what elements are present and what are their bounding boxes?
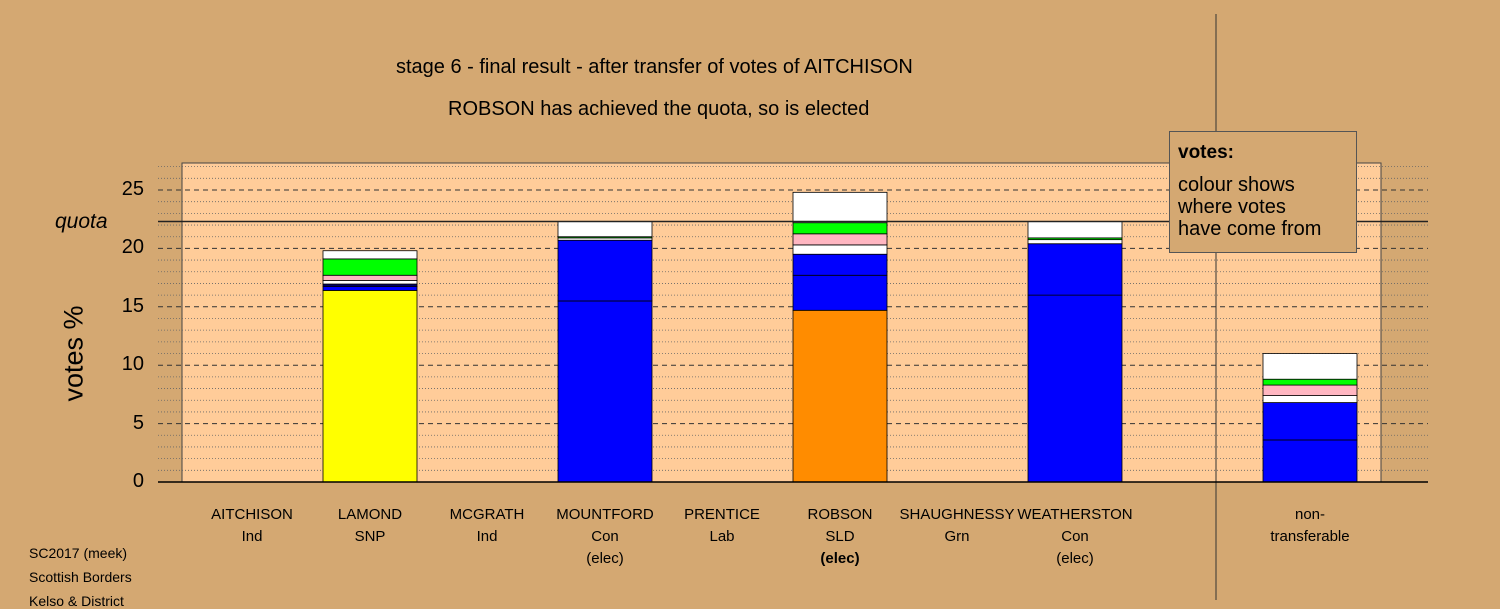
candidate-party: Grn <box>944 528 970 545</box>
y-tick-label: 25 <box>121 178 144 200</box>
candidate-label: ROBSON SLD (elec) <box>780 504 900 570</box>
legend-line: colour shows <box>1178 174 1295 196</box>
bar-segment <box>322 290 418 483</box>
candidate-party: SNP <box>354 528 386 545</box>
footer-line: Kelso & District <box>29 593 124 609</box>
candidate-name: WEATHERSTON <box>1017 506 1133 523</box>
bar-segment <box>792 274 888 311</box>
candidate-party: Lab <box>709 528 735 545</box>
bar-segment <box>1262 395 1358 403</box>
bar-segment <box>1027 243 1123 296</box>
quota-label: quota <box>55 210 108 233</box>
bar-segment <box>322 250 418 260</box>
legend: votes: colour shows where votes have com… <box>1169 131 1357 253</box>
y-tick-label: 10 <box>121 353 144 376</box>
chart-title: stage 6 - final result - after transfer … <box>396 56 913 78</box>
footer-line: SC2017 (meek) <box>29 545 128 561</box>
candidate-party: SLD <box>825 528 855 545</box>
bar-segment <box>322 285 418 291</box>
candidate-status: (elec) <box>820 550 860 567</box>
candidate-name: SHAUGHNESSY <box>899 506 1015 523</box>
candidate-name: LAMOND <box>337 506 403 523</box>
y-tick-label: 15 <box>121 294 144 317</box>
y-tick-label: 20 <box>121 236 144 259</box>
footer-line: Scottish Borders <box>29 569 132 585</box>
candidate-party: Con <box>1061 528 1089 545</box>
candidate-name: ROBSON <box>807 506 873 523</box>
candidate-name: MCGRATH <box>449 506 525 523</box>
chart-subtitle: ROBSON has achieved the quota, so is ele… <box>448 98 870 120</box>
candidate-label: MOUNTFORD Con (elec) <box>545 504 665 570</box>
bar-segment <box>792 253 888 276</box>
bar-segment <box>1027 221 1123 239</box>
bar-segment <box>1262 402 1358 441</box>
bar-segment <box>792 233 888 246</box>
bar-segment <box>1027 294 1123 483</box>
candidate-name: AITCHISON <box>211 506 293 523</box>
bar-segment <box>1262 353 1358 380</box>
candidate-label: WEATHERSTON Con (elec) <box>1015 504 1135 570</box>
candidate-name: MOUNTFORD <box>556 506 654 523</box>
bar-segment <box>322 258 418 276</box>
candidate-status: (elec) <box>1056 550 1094 567</box>
candidate-label: SHAUGHNESSY Grn <box>897 504 1017 548</box>
bar-segment <box>1027 239 1123 245</box>
legend-line: have come from <box>1178 218 1322 240</box>
bar-segment <box>792 222 888 235</box>
candidate-label: non-transferable <box>1250 504 1370 548</box>
bar-segment <box>322 274 418 281</box>
candidate-name: PRENTICE <box>684 506 760 523</box>
bar-segment <box>1262 384 1358 396</box>
candidate-name: non- <box>1294 506 1326 523</box>
bar-segment <box>1262 439 1358 483</box>
candidate-label: LAMOND SNP <box>310 504 430 548</box>
bar-segment <box>792 244 888 255</box>
bar-segment <box>557 300 653 483</box>
candidate-status: (elec) <box>586 550 624 567</box>
bar-segment <box>557 239 653 302</box>
bar-segment <box>322 280 418 285</box>
y-tick-label: 5 <box>132 411 144 434</box>
bar-segment <box>792 191 888 224</box>
candidate-label: MCGRATH Ind <box>427 504 547 548</box>
candidate-party: Con <box>591 528 619 545</box>
bar-segment <box>1262 378 1358 386</box>
legend-line: where votes <box>1178 196 1286 218</box>
candidate-label: PRENTICE Lab <box>662 504 782 548</box>
candidate-party: transferable <box>1270 528 1350 545</box>
bar-segment <box>792 309 888 483</box>
bar-segment <box>557 221 653 238</box>
candidate-label: AITCHISON Ind <box>192 504 312 548</box>
legend-head: votes: <box>1178 142 1234 163</box>
candidate-party: Ind <box>241 528 263 545</box>
candidate-party: Ind <box>476 528 498 545</box>
y-axis-label: votes % <box>58 305 89 402</box>
y-tick-label: 0 <box>132 470 144 492</box>
